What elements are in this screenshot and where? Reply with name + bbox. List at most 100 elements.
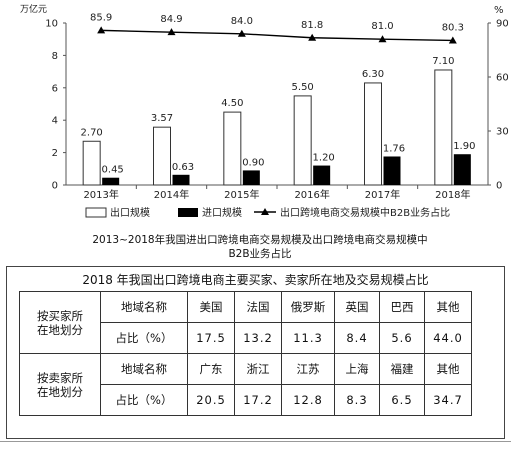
seller-region-cell: 广东 — [187, 353, 235, 385]
seller-region-cell: 江苏 — [281, 353, 335, 385]
left-tick-label: 10 — [45, 19, 58, 30]
legend-export-swatch — [85, 207, 107, 218]
import-bar — [102, 177, 120, 185]
table-row: 占比（%） 20.5 17.2 12.8 8.3 6.5 34.7 — [20, 384, 472, 416]
share-table-panel: 2018 年我国出口跨境电商主要买家、卖家所在地及交易规模占比 按买家所 在地划… — [6, 266, 505, 439]
caption-line1: 2013~2018年我国进出口跨境电商交易规模及出口跨境电商交易规模中 — [92, 233, 427, 246]
export-bar-label: 2.70 — [81, 127, 103, 138]
seller-share-cell: 12.8 — [281, 384, 335, 416]
export-bar-label: 5.50 — [292, 82, 314, 93]
import-bar — [242, 170, 260, 185]
import-bar-label: 0.45 — [102, 165, 124, 176]
buyer-region-cell: 法国 — [234, 291, 282, 323]
buyer-region-cell: 美国 — [187, 291, 235, 323]
buyer-group-label-line2: 在地划分 — [37, 322, 83, 337]
category-label: 2013年 — [83, 188, 118, 201]
buyer-share-cell: 17.5 — [187, 322, 235, 354]
export-bar-label: 6.30 — [362, 69, 384, 80]
import-bar — [172, 174, 190, 185]
b2b-share-label: 80.3 — [442, 22, 464, 33]
seller-share-cell: 8.3 — [334, 384, 380, 416]
category-label: 2018年 — [435, 188, 470, 201]
export-bar-label: 4.50 — [221, 98, 243, 109]
seller-region-cell: 其他 — [424, 353, 472, 385]
buyer-group-label-line1: 按买家所 — [37, 308, 83, 323]
import-bar-label: 1.76 — [383, 143, 405, 154]
seller-share-cell: 20.5 — [187, 384, 235, 416]
right-tick-label: 30 — [496, 127, 509, 138]
category-label: 2014年 — [154, 188, 189, 201]
share-table: 按买家所 在地划分 地域名称 美国 法国 俄罗斯 英国 巴西 其他 占比（%） … — [19, 291, 472, 416]
seller-region-header: 地域名称 — [100, 353, 188, 385]
right-tick-label: 0 — [496, 181, 502, 192]
b2b-share-marker — [378, 35, 387, 43]
left-tick-label: 6 — [52, 83, 58, 94]
import-bar — [313, 165, 331, 185]
b2b-share-label: 84.0 — [231, 16, 253, 27]
import-bar — [453, 154, 471, 185]
seller-group-label-line1: 按卖家所 — [37, 370, 83, 385]
table-title: 2018 年我国出口跨境电商主要买家、卖家所在地及交易规模占比 — [82, 273, 429, 287]
seller-group-label: 按卖家所 在地划分 — [19, 353, 101, 416]
seller-share-header: 占比（%） — [100, 384, 188, 416]
right-tick-label: 90 — [496, 19, 509, 30]
buyer-share-cell: 5.6 — [379, 322, 425, 354]
left-unit-label: 万亿元 — [20, 3, 47, 15]
export-bar — [223, 111, 242, 186]
right-unit-label: % — [494, 5, 504, 16]
b2b-share-line — [101, 29, 453, 42]
buyer-share-cell: 11.3 — [281, 322, 335, 354]
b2b-share-marker — [97, 26, 106, 34]
category-label: 2016年 — [294, 188, 329, 201]
buyer-share-cell: 44.0 — [424, 322, 472, 354]
b2b-share-marker — [308, 33, 317, 41]
left-tick-label: 4 — [52, 116, 58, 127]
seller-share-cell: 17.2 — [234, 384, 282, 416]
b2b-share-label: 85.9 — [90, 12, 112, 23]
b2b-share-marker — [167, 28, 176, 36]
import-bar-label: 0.63 — [172, 162, 194, 173]
export-bar-label: 7.10 — [432, 56, 454, 67]
category-label: 2015年 — [224, 188, 259, 201]
import-bar-label: 1.90 — [453, 141, 475, 152]
legend-import-label: 进口规模 — [202, 206, 242, 219]
buyer-group-label: 按买家所 在地划分 — [19, 291, 101, 354]
category-label: 2017年 — [365, 188, 400, 201]
export-bar — [434, 69, 453, 186]
import-bar-label: 0.90 — [242, 157, 264, 168]
seller-share-cell: 34.7 — [424, 384, 472, 416]
seller-region-cell: 福建 — [379, 353, 425, 385]
export-bar-label: 3.57 — [151, 113, 173, 124]
buyer-region-cell: 其他 — [424, 291, 472, 323]
seller-share-cell: 6.5 — [379, 384, 425, 416]
buyer-region-cell: 巴西 — [379, 291, 425, 323]
import-bar-label: 1.20 — [313, 153, 335, 164]
left-tick-label: 8 — [52, 51, 58, 62]
export-bar — [82, 140, 101, 186]
seller-region-cell: 浙江 — [234, 353, 282, 385]
b2b-share-label: 84.9 — [160, 14, 182, 25]
table-row: 按卖家所 在地划分 地域名称 广东 浙江 江苏 上海 福建 其他 — [19, 353, 472, 416]
chart: 0 2 4 6 8 10 0 30 60 90 万亿元 % 2013年 2014年 2015年 2016年 20… — [20, 3, 509, 260]
table-row: 按买家所 在地划分 地域名称 美国 法国 俄罗斯 英国 巴西 其他 — [19, 291, 472, 354]
buyer-share-cell: 13.2 — [234, 322, 282, 354]
caption-line2: B2B业务占比 — [228, 247, 291, 260]
bottom-divider — [0, 441, 511, 442]
left-tick-label: 2 — [52, 148, 58, 159]
b2b-share-marker — [237, 29, 246, 37]
legend-line-marker — [261, 208, 269, 215]
right-tick-label: 60 — [496, 73, 509, 84]
seller-region-cell: 上海 — [334, 353, 380, 385]
buyer-share-header: 占比（%） — [100, 322, 188, 354]
b2b-share-label: 81.0 — [371, 21, 393, 32]
buyer-region-header: 地域名称 — [100, 291, 188, 323]
legend-export-label: 出口规模 — [110, 206, 150, 219]
legend-import-swatch — [178, 208, 198, 217]
buyer-region-cell: 英国 — [334, 291, 380, 323]
export-bar — [293, 95, 312, 186]
buyer-share-cell: 8.4 — [334, 322, 380, 354]
import-bar — [383, 156, 401, 185]
b2b-share-label: 81.8 — [301, 20, 323, 31]
b2b-share-marker — [448, 36, 457, 44]
seller-group-label-line2: 在地划分 — [37, 384, 83, 399]
